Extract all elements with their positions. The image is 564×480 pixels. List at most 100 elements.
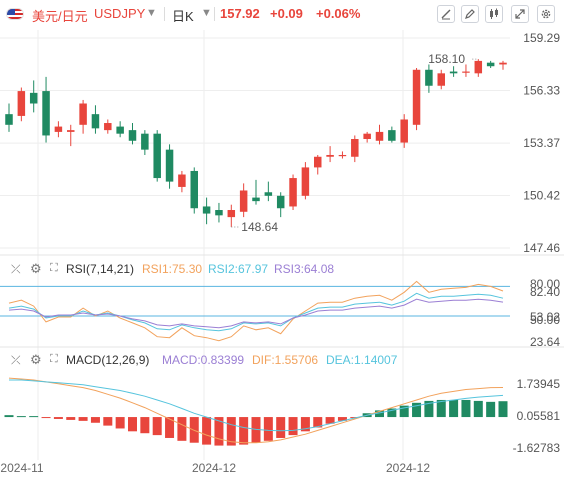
- macd-histogram-bar: [29, 416, 39, 418]
- price-tick-label: 147.46: [523, 241, 560, 255]
- candle: [425, 64, 433, 93]
- candle: [215, 202, 223, 223]
- candle-body: [264, 192, 273, 196]
- dea-value: DEA:1.14007: [326, 353, 398, 367]
- macd-histogram-bar: [214, 417, 224, 446]
- eye-slash-icon[interactable]: ⤫: [11, 353, 21, 367]
- macd-histogram-bar: [325, 417, 335, 424]
- candle-body: [400, 119, 408, 143]
- candle: [190, 167, 198, 214]
- candle: [178, 170, 186, 193]
- macd-histogram-bar: [473, 400, 483, 418]
- macd-histogram-bar: [498, 401, 508, 418]
- candle: [5, 103, 13, 132]
- symbol-dropdown-icon[interactable]: ▼: [146, 7, 157, 19]
- macd-histogram-bar: [140, 417, 150, 434]
- macd-label-row: ⤫ ⚙ ⛶ MACD(12,26,9) MACD:0.83399 DIF:1.5…: [0, 352, 564, 369]
- gear-icon: [541, 9, 551, 19]
- macd-name: MACD(12,26,9): [66, 353, 150, 367]
- candle-body: [178, 174, 186, 187]
- price-tick-label: 153.37: [523, 136, 560, 150]
- candle: [79, 99, 87, 134]
- chart-header: 美元/日元 USDJPY ▼ 日K ▼ 157.92 +0.09 +0.06%: [0, 0, 564, 28]
- candle-body: [474, 60, 483, 74]
- macd-tick-label: -1.62783: [513, 441, 561, 455]
- candle: [437, 69, 445, 90]
- candle-body: [104, 123, 112, 131]
- macd-histogram-bar: [128, 417, 137, 432]
- fullscreen-button[interactable]: [511, 5, 529, 23]
- indicator-tool-button[interactable]: [485, 5, 503, 23]
- macd-tick-label: 0.05581: [517, 409, 561, 423]
- candle: [104, 119, 112, 134]
- candle: [91, 105, 100, 134]
- candle-body: [301, 167, 310, 196]
- settings-button[interactable]: [537, 5, 555, 23]
- macd-histogram-bar: [152, 417, 162, 436]
- macd-histogram-bar: [263, 417, 273, 441]
- candle-body: [425, 69, 433, 86]
- candle-body: [412, 69, 421, 125]
- us-flag-icon: [6, 8, 24, 20]
- candle-body: [227, 210, 236, 218]
- candle-body: [5, 114, 13, 125]
- rsi3-line: [8, 298, 504, 329]
- candle: [449, 66, 458, 77]
- price-tick-label: 150.42: [523, 188, 560, 202]
- candle: [67, 124, 75, 147]
- expand-icon[interactable]: ⛶: [50, 262, 58, 274]
- candle: [351, 135, 359, 163]
- candle: [363, 131, 371, 143]
- candle-body: [314, 156, 322, 168]
- period-selector[interactable]: 日K: [172, 9, 194, 24]
- candle: [153, 130, 161, 182]
- eye-slash-icon[interactable]: ⤫: [11, 262, 21, 276]
- symbol-code[interactable]: USDJPY: [94, 6, 146, 21]
- time-tick-label: 2024-11: [0, 461, 43, 475]
- dif-value: DIF:1.55706: [252, 353, 319, 367]
- candle: [42, 76, 50, 143]
- candle: [252, 179, 260, 205]
- gear-icon[interactable]: ⚙: [30, 352, 42, 367]
- pencil-tool-button[interactable]: [461, 5, 479, 23]
- macd-histogram-bar: [239, 417, 249, 445]
- candle: [116, 121, 124, 138]
- candle: [239, 183, 248, 218]
- gear-icon[interactable]: ⚙: [30, 261, 42, 276]
- candle-body: [276, 195, 285, 209]
- symbol-name[interactable]: 美元/日元: [32, 9, 88, 24]
- period-dropdown-icon[interactable]: ▼: [201, 7, 212, 19]
- expand-icon[interactable]: ⛶: [50, 353, 58, 365]
- candle: [227, 204, 236, 228]
- candle-body: [486, 62, 495, 67]
- candle-body: [437, 73, 445, 86]
- dif-line: [8, 377, 504, 444]
- candle-body: [326, 154, 334, 157]
- candle: [264, 181, 273, 202]
- candle-body: [141, 133, 149, 150]
- rsi-tick-label: 80.00: [530, 277, 560, 291]
- rsi1-value: RSI1:75.30: [142, 262, 203, 276]
- price-tick-label: 156.33: [523, 84, 560, 98]
- candle-body: [289, 178, 297, 207]
- header-divider: [164, 7, 165, 21]
- candle: [17, 87, 26, 122]
- macd-histogram-bar: [16, 416, 26, 418]
- candle: [338, 151, 347, 159]
- rsi2-value: RSI2:67.97: [208, 262, 269, 276]
- macd-histogram-bar: [66, 417, 76, 420]
- draw-line-tool-button[interactable]: [437, 5, 455, 23]
- macd-histogram-bar: [115, 417, 125, 429]
- candle-body: [116, 126, 124, 134]
- macd-histogram-bar: [375, 410, 384, 418]
- candle-body: [165, 149, 174, 182]
- candle-body: [29, 92, 38, 104]
- macd-histogram-bar: [288, 417, 298, 436]
- rsi-label-row: ⤫ ⚙ ⛶ RSI(7,14,21) RSI1:75.30 RSI2:67.97…: [0, 261, 564, 278]
- rsi-name: RSI(7,14,21): [66, 262, 135, 276]
- candle: [474, 59, 483, 77]
- candle: [289, 174, 297, 211]
- macd-histogram-bar: [449, 399, 459, 418]
